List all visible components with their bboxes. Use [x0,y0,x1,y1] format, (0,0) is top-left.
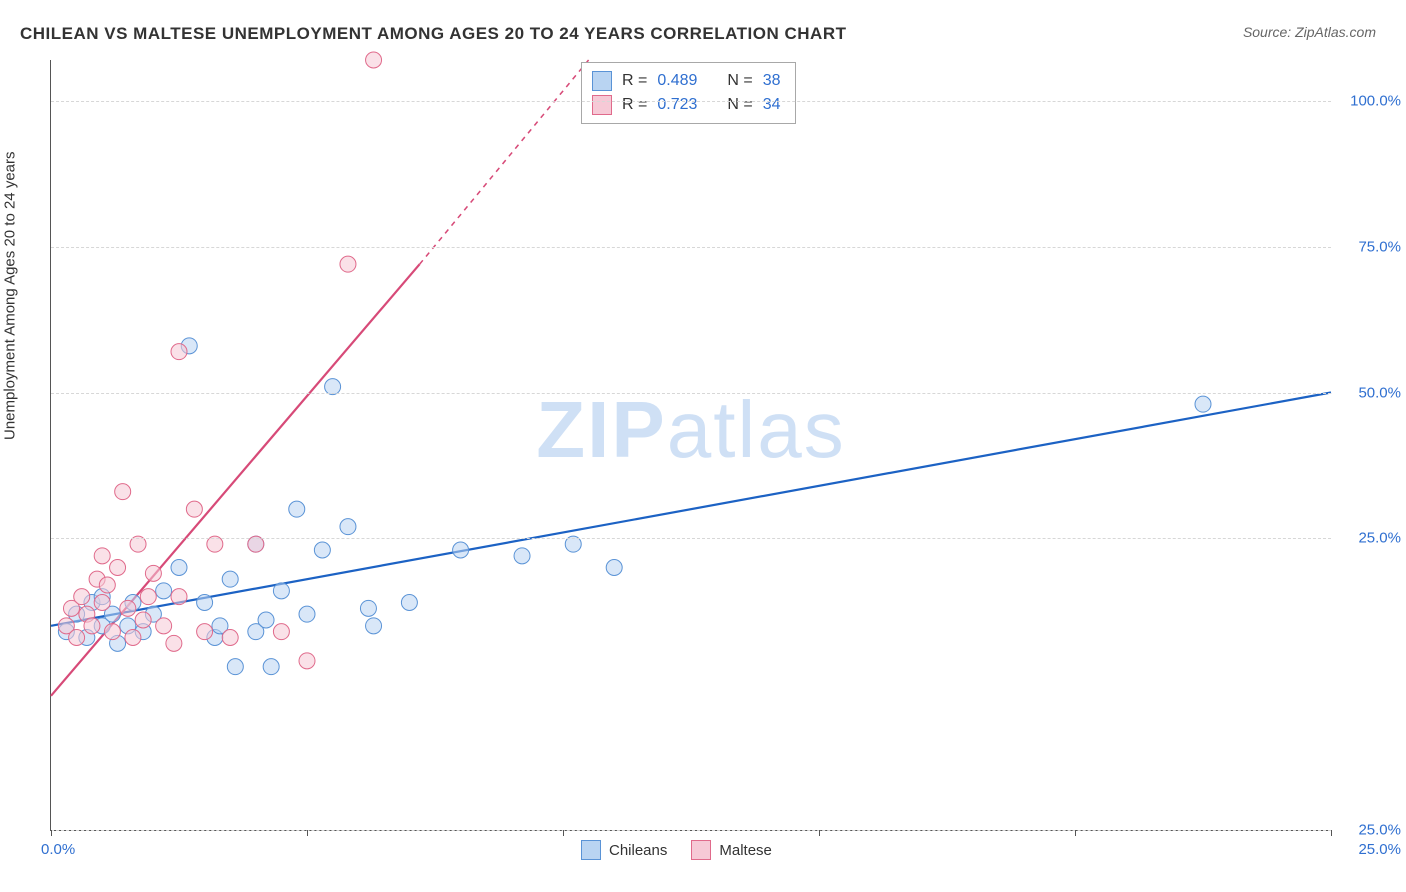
series-swatch [592,95,612,115]
data-point [110,560,126,576]
gridline [51,393,1331,394]
legend-label: Chileans [609,842,667,859]
data-point [94,548,110,564]
trend-line [51,393,1331,626]
data-point [299,606,315,622]
data-point [273,624,289,640]
data-point [340,519,356,535]
legend-label: Maltese [719,842,772,859]
data-point [360,600,376,616]
data-point [273,583,289,599]
legend-item: Maltese [691,840,772,860]
data-point [74,589,90,605]
data-point [1195,396,1211,412]
data-point [222,630,238,646]
data-point [145,565,161,581]
data-point [299,653,315,669]
x-tick-mark [563,830,564,836]
data-point [197,624,213,640]
r-value: 0.489 [657,69,697,93]
stats-row: R = 0.723 N = 34 [592,93,781,117]
data-point [156,618,172,634]
data-point [84,618,100,634]
data-point [366,52,382,68]
x-tick-mark [819,830,820,836]
gridline [51,538,1331,539]
gridline [51,830,1331,831]
y-tick-label: 100.0% [1341,92,1401,109]
data-point [156,583,172,599]
r-label: R = [622,69,647,93]
x-axis-max-label: 25.0% [1341,841,1401,858]
data-point [366,618,382,634]
x-tick-mark [1331,830,1332,836]
data-point [94,595,110,611]
data-point [186,501,202,517]
data-point [197,595,213,611]
r-label: R = [622,93,647,117]
data-point [140,589,156,605]
y-tick-label: 75.0% [1341,238,1401,255]
data-point [258,612,274,628]
data-point [99,577,115,593]
n-label: N = [727,93,752,117]
data-point [104,624,120,640]
data-point [340,256,356,272]
data-point [171,560,187,576]
y-tick-label: 25.0% [1341,530,1401,547]
data-point [171,589,187,605]
data-point [289,501,305,517]
data-point [166,635,182,651]
gridline [51,247,1331,248]
x-tick-mark [1075,830,1076,836]
r-value: 0.723 [657,93,697,117]
stats-box: R = 0.489 N = 38 R = 0.723 N = 34 [581,62,796,124]
data-point [222,571,238,587]
y-tick-label: 25.0% [1341,822,1401,839]
stats-row: R = 0.489 N = 38 [592,69,781,93]
data-point [606,560,622,576]
data-point [514,548,530,564]
legend-swatch [581,840,601,860]
data-point [135,612,151,628]
data-point [263,659,279,675]
trend-line-dashed [420,60,589,264]
y-tick-label: 50.0% [1341,384,1401,401]
data-point [453,542,469,558]
n-value: 34 [763,93,781,117]
x-tick-mark [307,830,308,836]
legend-item: Chileans [581,840,667,860]
data-point [125,630,141,646]
legend: Chileans Maltese [581,840,772,860]
data-point [120,600,136,616]
x-axis-min-label: 0.0% [41,841,75,858]
y-axis-label: Unemployment Among Ages 20 to 24 years [2,151,19,440]
series-swatch [592,71,612,91]
chart-title: CHILEAN VS MALTESE UNEMPLOYMENT AMONG AG… [20,24,847,44]
n-label: N = [727,69,752,93]
plot-area: ZIPatlas R =0.489N =38R =0.723N =34 Chil… [50,60,1331,831]
data-point [227,659,243,675]
chart-source: Source: ZipAtlas.com [1243,24,1376,40]
data-point [314,542,330,558]
x-tick-mark [51,830,52,836]
data-point [69,630,85,646]
chart-svg [51,60,1331,830]
data-point [401,595,417,611]
gridline [51,101,1331,102]
data-point [171,344,187,360]
n-value: 38 [763,69,781,93]
legend-swatch [691,840,711,860]
data-point [115,484,131,500]
